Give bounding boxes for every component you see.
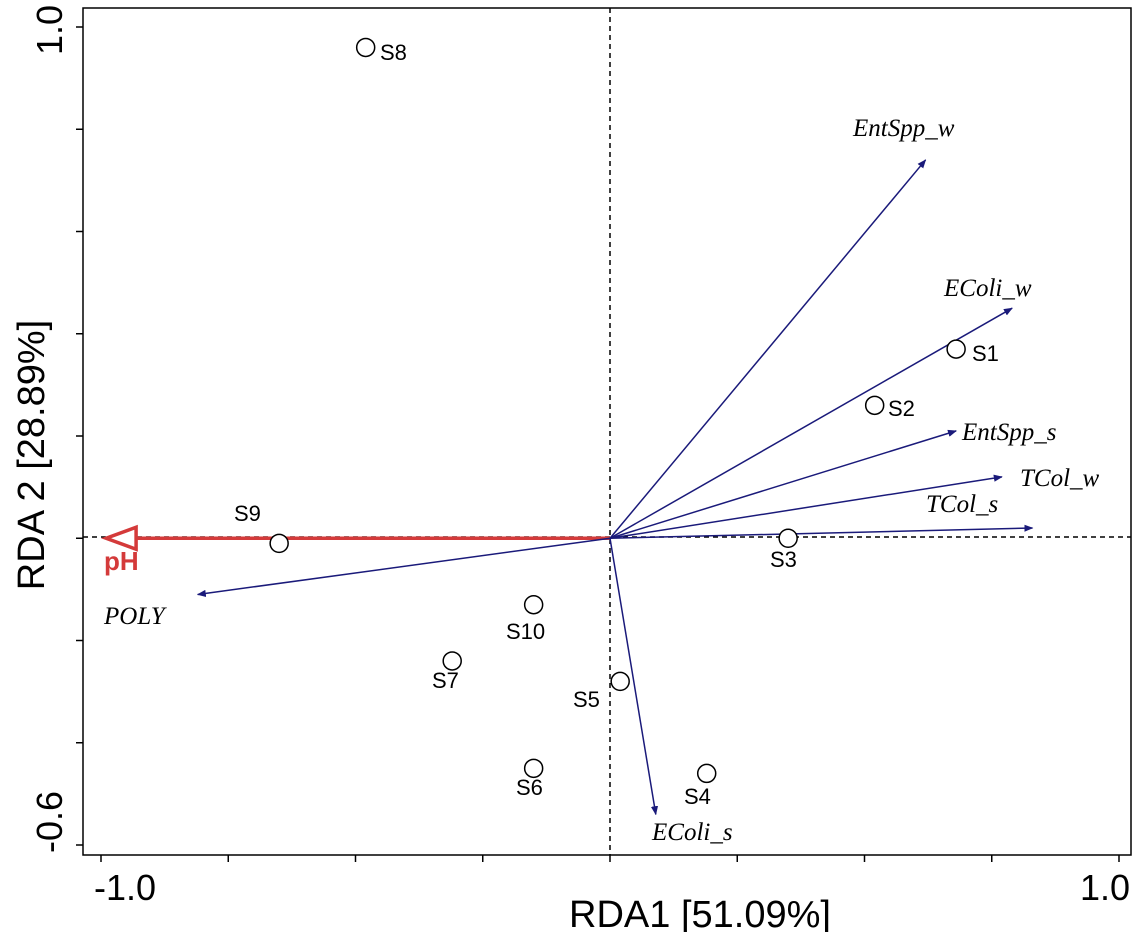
env-label-ph: pH <box>104 546 139 576</box>
site-label-s9: S9 <box>234 501 261 526</box>
site-label-s6: S6 <box>516 775 543 800</box>
site-label-s5: S5 <box>573 687 600 712</box>
y-axis-title: RDA 2 [28.89%] <box>11 320 53 590</box>
site-label-s1: S1 <box>972 341 999 366</box>
x-tick-label-min: -1.0 <box>94 867 156 908</box>
species-vector <box>196 537 611 597</box>
site-label-s2: S2 <box>888 396 915 421</box>
site-label-s8: S8 <box>380 40 407 65</box>
x-axis-ticks <box>100 855 1120 862</box>
env-arrowhead <box>101 524 138 552</box>
site-point-s9 <box>269 533 289 554</box>
site-point-s1 <box>946 339 966 359</box>
site-point-s8 <box>355 37 376 58</box>
site-points: S1 S2 S3 S4 S5 S6 S7 S8 S9 S10 <box>234 37 999 809</box>
species-vector <box>609 474 1003 539</box>
species-label: EColi_s <box>651 819 733 846</box>
species-vector <box>609 307 1013 539</box>
species-label: EntSpp_w <box>852 115 955 142</box>
y-tick-label-max: 1.0 <box>29 5 70 55</box>
site-point-s7 <box>442 651 462 671</box>
site-point-s5 <box>610 671 630 692</box>
species-vector <box>609 524 1034 539</box>
site-label-s7: S7 <box>432 668 459 693</box>
site-point-s2 <box>864 395 885 416</box>
site-point-s3 <box>778 528 798 548</box>
species-label: POLY <box>103 603 168 630</box>
x-tick-label-max: 1.0 <box>1080 867 1130 908</box>
site-label-s10: S10 <box>506 619 545 644</box>
site-point-s10 <box>523 594 544 615</box>
species-vector <box>609 159 927 539</box>
y-tick-label-min: -0.6 <box>29 791 70 853</box>
species-label: EColi_w <box>943 275 1032 302</box>
species-label: TCol_w <box>1020 465 1100 492</box>
species-vector <box>609 538 659 816</box>
site-label-s4: S4 <box>684 784 711 809</box>
x-axis-title: RDA1 [51.09%] <box>569 894 831 932</box>
site-point-s4 <box>696 763 717 784</box>
environmental-vectors: pH <box>101 524 610 576</box>
species-vector <box>609 429 957 539</box>
species-label: TCol_s <box>926 491 998 518</box>
species-vectors: EntSpp_w EColi_w EntSpp_s TCol_w TCol_s EColi… <box>103 115 1100 846</box>
species-label: EntSpp_s <box>961 419 1056 446</box>
site-label-s3: S3 <box>770 547 797 572</box>
y-axis-ticks <box>76 26 83 846</box>
plot-frame <box>82 7 1132 856</box>
site-point-s6 <box>523 758 544 779</box>
